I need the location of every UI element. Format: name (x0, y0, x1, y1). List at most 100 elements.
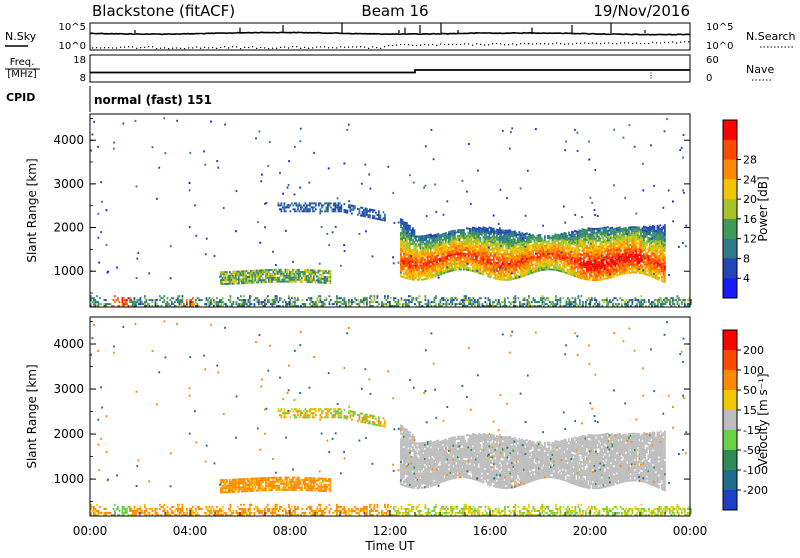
noise-search-point (584, 42, 585, 43)
noise-search-point (624, 42, 625, 43)
power-cell (251, 303, 253, 305)
power-cell (560, 301, 562, 303)
power-cell (201, 299, 203, 301)
power-cell (325, 282, 327, 284)
power-cell (225, 281, 227, 283)
power-cell (295, 281, 297, 283)
power-cell (469, 267, 471, 269)
power-cell (410, 295, 412, 297)
power-cell (381, 301, 383, 303)
power-cell (244, 272, 246, 274)
noise-search-point (344, 47, 345, 48)
noise-search-point (596, 43, 597, 44)
power-cell (502, 247, 504, 249)
noise-search-point (528, 43, 529, 44)
power-cell (384, 214, 386, 216)
power-cell (583, 250, 585, 252)
power-cell (237, 297, 239, 299)
power-cell (347, 210, 349, 212)
power-cell (197, 303, 199, 305)
power-cell (344, 203, 346, 205)
noise-search-point (260, 47, 261, 48)
power-cell (406, 222, 408, 224)
power-cell (268, 271, 270, 273)
power-cell (257, 297, 259, 299)
power-cell (621, 250, 623, 252)
power-cell (294, 208, 296, 210)
power-cell (192, 301, 194, 303)
power-cell (323, 301, 325, 303)
power-cell (498, 263, 500, 265)
noise-search-point (256, 48, 257, 49)
power-cell (488, 297, 490, 299)
power-cell (354, 205, 356, 207)
power-cell (301, 277, 303, 279)
noise-search-point (176, 47, 177, 48)
power-cell (369, 303, 371, 305)
power-cell (681, 303, 683, 305)
nave-label: Nave (746, 63, 774, 76)
freq-panel-frame (90, 55, 690, 82)
power-cell (412, 239, 414, 241)
power-cell (603, 301, 605, 303)
power-cell (672, 297, 674, 299)
noise-search-point (316, 47, 317, 48)
noise-search-point (244, 47, 245, 48)
power-cell (479, 301, 481, 303)
power-cell (420, 277, 422, 279)
power-cell (449, 303, 451, 305)
power-cell (415, 238, 417, 240)
power-cell (507, 261, 509, 263)
power-cell (321, 210, 323, 212)
power-cell (659, 301, 661, 303)
power-cell (446, 301, 448, 303)
noise-search-series (92, 41, 689, 49)
power-cell (345, 301, 347, 303)
power-cell (369, 214, 371, 216)
noise-search-point (140, 47, 141, 48)
nave-tick-low: 0 (706, 73, 712, 84)
power-cell (586, 275, 588, 277)
power-cell (194, 303, 196, 305)
power-cell (279, 277, 281, 279)
noise-search-point (336, 47, 337, 48)
power-cell (218, 303, 220, 305)
power-cell (240, 295, 242, 297)
power-cell (329, 295, 331, 297)
power-cell (587, 299, 589, 301)
power-cell (588, 253, 590, 255)
noise-search-point (592, 42, 593, 43)
power-cell (302, 206, 304, 208)
power-cell (480, 297, 482, 299)
power-cell (246, 274, 248, 276)
power-cell (233, 301, 235, 303)
power-cell (579, 249, 581, 251)
power-cell (495, 299, 497, 301)
power-cell (345, 303, 347, 305)
power-cell (173, 297, 175, 299)
power-cell (371, 299, 373, 301)
power-cell (515, 297, 517, 299)
power-cell (409, 227, 411, 229)
power-cell (264, 301, 266, 303)
power-cell (238, 277, 240, 279)
power-cell (545, 299, 547, 301)
power-cell (341, 297, 343, 299)
power-cell (568, 232, 570, 234)
power-cell (348, 303, 350, 305)
power-cell (555, 295, 557, 297)
power-cell (684, 303, 686, 305)
power-cell (565, 233, 567, 235)
noise-search-point (296, 46, 297, 47)
power-cell (300, 275, 302, 277)
power-cell (516, 268, 518, 270)
noise-search-point (352, 46, 353, 47)
power-cell (386, 299, 388, 301)
power-cell (140, 297, 142, 299)
power-cell (140, 299, 142, 301)
power-cell (429, 303, 431, 305)
power-cell (234, 283, 236, 285)
power-cell (313, 277, 315, 279)
noise-search-point (620, 42, 621, 43)
power-cell (543, 297, 545, 299)
